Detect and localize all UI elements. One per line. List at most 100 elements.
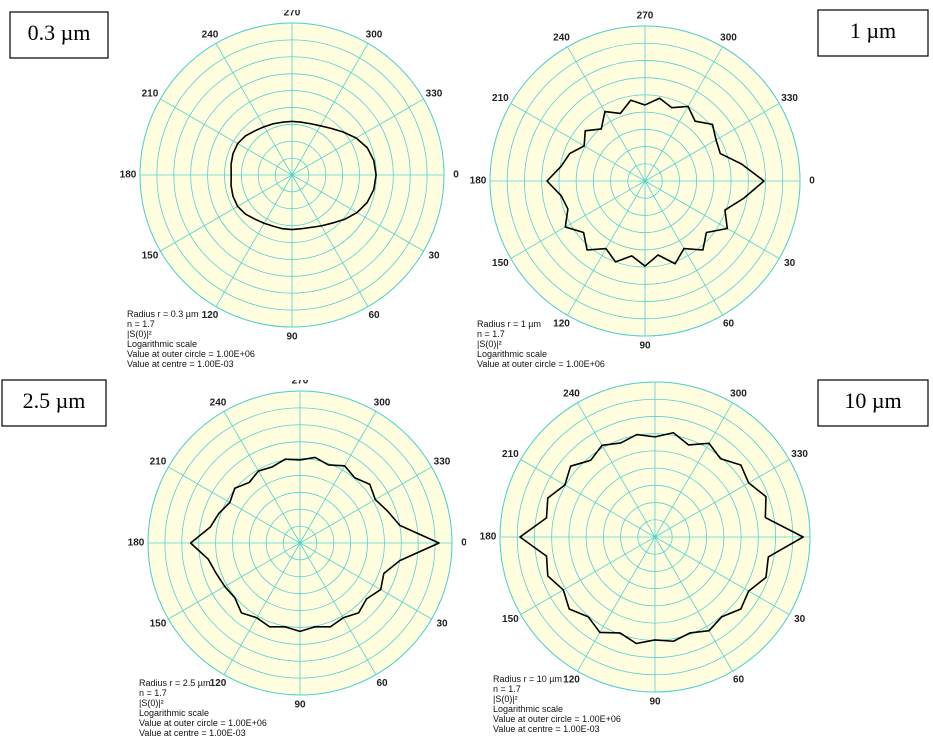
angle-tick-label: 120 bbox=[563, 675, 580, 686]
panel-label-box bbox=[817, 9, 929, 57]
info-line: Value at outer circle = 1.00E+06 bbox=[127, 349, 255, 359]
angle-tick-label: 180 bbox=[470, 176, 487, 187]
angle-tick-label: 120 bbox=[210, 678, 227, 689]
angle-tick-label: 0 bbox=[819, 532, 825, 543]
angular-grid-line bbox=[520, 459, 656, 538]
angle-tick-label: 150 bbox=[150, 619, 167, 630]
info-line: Radius r = 0.3 µm bbox=[127, 309, 198, 319]
angular-grid-line bbox=[215, 174, 293, 307]
info-line: n = 1.7 bbox=[477, 329, 505, 339]
angle-tick-label: 270 bbox=[284, 8, 301, 19]
angular-grid-line bbox=[510, 103, 646, 182]
angle-tick-label: 30 bbox=[784, 258, 796, 269]
angle-tick-label: 330 bbox=[781, 93, 798, 104]
angular-grid-line bbox=[577, 402, 656, 538]
info-line: |S(0)|² bbox=[493, 694, 518, 704]
angular-grid-line bbox=[291, 174, 424, 252]
angular-grid-line bbox=[644, 103, 780, 182]
info-line: n = 1.7 bbox=[493, 684, 521, 694]
angle-tick-label: 300 bbox=[730, 389, 747, 400]
angular-grid-line bbox=[223, 542, 301, 675]
panel-label: 2.5 µm bbox=[23, 388, 86, 413]
angular-grid-line bbox=[299, 466, 432, 544]
angle-tick-label: 300 bbox=[720, 33, 737, 44]
panel-label-box bbox=[9, 11, 109, 59]
info-line: Value at centre = 1.00E-03 bbox=[139, 728, 246, 737]
angular-grid-line bbox=[299, 411, 377, 544]
angular-grid-line bbox=[291, 98, 424, 176]
angle-tick-label: 210 bbox=[492, 93, 509, 104]
angle-tick-label: 330 bbox=[434, 457, 451, 468]
intensity-curve bbox=[189, 456, 440, 633]
angle-tick-label: 210 bbox=[150, 457, 167, 468]
angular-grid-line bbox=[654, 459, 790, 538]
info-line: Value at outer circle = 1.00E+06 bbox=[493, 714, 621, 724]
angular-grid-line bbox=[160, 98, 293, 176]
info-line: |S(0)|² bbox=[139, 698, 164, 708]
angle-tick-label: 120 bbox=[202, 310, 219, 321]
angle-tick-label: 270 bbox=[637, 11, 654, 22]
angle-tick-label: 90 bbox=[649, 697, 661, 708]
angular-grid-line bbox=[654, 536, 733, 672]
info-line: n = 1.7 bbox=[127, 319, 155, 329]
angle-tick-label: 60 bbox=[723, 319, 735, 330]
angle-tick-label: 120 bbox=[553, 319, 570, 330]
panel-label: 10 µm bbox=[844, 388, 901, 413]
angular-grid-line bbox=[520, 536, 656, 615]
angle-tick-label: 30 bbox=[428, 251, 440, 262]
angle-tick-label: 30 bbox=[794, 614, 806, 625]
angular-grid-line bbox=[215, 43, 293, 176]
angle-tick-label: 0 bbox=[453, 170, 459, 181]
angular-grid-line bbox=[299, 542, 432, 620]
angular-grid-line bbox=[223, 411, 301, 544]
angular-grid-line bbox=[160, 174, 293, 252]
info-line: Logarithmic scale bbox=[127, 339, 197, 349]
angle-tick-label: 300 bbox=[374, 397, 391, 408]
angle-tick-label: 300 bbox=[366, 29, 383, 40]
info-line: Value at outer circle = 1.00E+06 bbox=[139, 718, 267, 728]
angular-grid-line bbox=[644, 46, 723, 182]
panel-label: 0.3 µm bbox=[28, 20, 91, 45]
angle-tick-label: 240 bbox=[202, 29, 219, 40]
panel-label: 1 µm bbox=[850, 18, 896, 43]
info-line: Logarithmic scale bbox=[493, 704, 563, 714]
angle-tick-label: 180 bbox=[120, 170, 137, 181]
intensity-curve bbox=[519, 431, 804, 645]
angular-grid-line bbox=[299, 542, 377, 675]
angle-tick-label: 240 bbox=[210, 397, 227, 408]
angular-grid-line bbox=[510, 180, 646, 259]
info-line: |S(0)|² bbox=[477, 339, 502, 349]
angle-tick-label: 270 bbox=[292, 376, 309, 387]
angular-grid-line bbox=[291, 43, 369, 176]
angle-tick-label: 150 bbox=[492, 258, 509, 269]
angle-tick-label: 0 bbox=[809, 176, 815, 187]
angular-grid-line bbox=[567, 46, 646, 182]
info-line: Radius r = 10 µm bbox=[493, 674, 562, 684]
panel-label-box bbox=[817, 379, 929, 427]
angle-tick-label: 60 bbox=[368, 310, 380, 321]
info-line: Value at centre = 1.00E-03 bbox=[493, 724, 600, 734]
angle-tick-label: 0 bbox=[461, 538, 467, 549]
angle-tick-label: 90 bbox=[639, 341, 651, 352]
info-line: Radius r = 2.5 µm bbox=[139, 678, 210, 688]
info-line: Logarithmic scale bbox=[477, 349, 547, 359]
angle-tick-label: 330 bbox=[426, 89, 443, 100]
panel-label-box bbox=[1, 379, 107, 427]
info-line: n = 1.7 bbox=[139, 688, 167, 698]
angle-tick-label: 210 bbox=[142, 89, 159, 100]
angle-tick-label: 240 bbox=[553, 33, 570, 44]
angle-tick-label: 240 bbox=[563, 389, 580, 400]
angle-tick-label: 210 bbox=[502, 449, 519, 460]
angle-tick-label: 30 bbox=[436, 619, 448, 630]
angular-grid-line bbox=[168, 466, 301, 544]
intensity-curve bbox=[546, 97, 765, 267]
angular-grid-line bbox=[654, 536, 790, 615]
